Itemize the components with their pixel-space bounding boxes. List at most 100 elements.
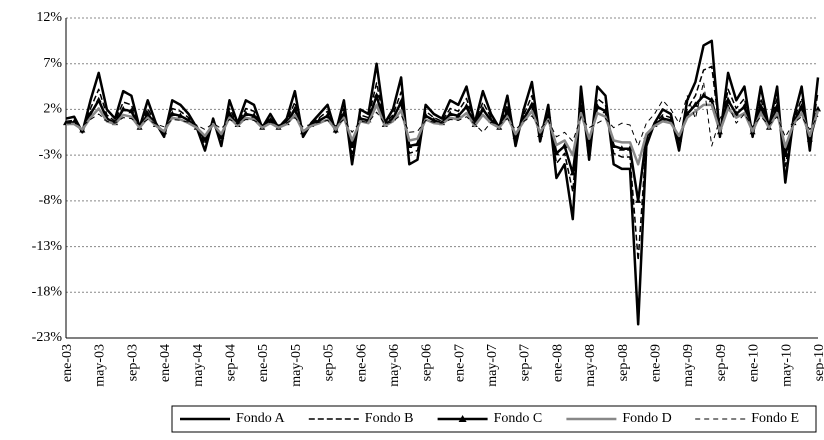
- legend-label: Fondo C: [494, 411, 543, 426]
- series-marker: [349, 142, 356, 148]
- series-line: [66, 81, 819, 147]
- series-marker: [545, 112, 552, 118]
- series-marker: [455, 112, 462, 118]
- y-tick-label: 2%: [43, 102, 62, 117]
- series-marker: [774, 103, 781, 109]
- series-marker: [218, 133, 225, 139]
- legend-label: Fondo A: [236, 411, 286, 426]
- series-marker: [447, 110, 454, 116]
- series-marker: [169, 110, 176, 116]
- series-marker: [144, 110, 151, 116]
- series-marker: [594, 103, 601, 109]
- series-marker: [398, 98, 405, 105]
- y-tick-label: -23%: [32, 330, 63, 345]
- series-marker: [504, 107, 511, 114]
- y-tick-label: -8%: [39, 193, 63, 208]
- x-tick-label: ene-10: [747, 344, 762, 382]
- legend-marker: [458, 415, 467, 422]
- series-marker: [267, 116, 274, 123]
- series-marker: [537, 131, 544, 138]
- x-tick-label: sep-08: [616, 344, 631, 381]
- x-tick-label: sep-07: [518, 344, 533, 381]
- series-marker: [577, 103, 584, 109]
- series-marker: [725, 96, 732, 103]
- legend-label: Fondo E: [751, 411, 799, 426]
- x-tick-label: sep-04: [223, 344, 238, 381]
- series-marker: [659, 115, 666, 121]
- series-marker: [741, 103, 748, 109]
- series-marker: [120, 105, 127, 112]
- series-marker: [251, 112, 257, 118]
- x-tick-label: may-10: [779, 344, 794, 387]
- series-marker: [479, 105, 486, 112]
- x-tick-label: may-04: [191, 344, 206, 387]
- series-marker: [340, 110, 347, 116]
- x-tick-label: ene-05: [256, 344, 271, 382]
- x-tick-label: sep-03: [125, 344, 140, 381]
- x-tick-label: may-05: [289, 344, 304, 387]
- x-tick-label: ene-07: [452, 344, 467, 382]
- x-tick-label: may-03: [93, 344, 108, 387]
- x-tick-label: ene-04: [158, 344, 173, 382]
- x-tick-label: may-06: [387, 344, 402, 387]
- series-marker: [676, 136, 683, 142]
- y-tick-label: 7%: [43, 56, 62, 71]
- series-marker: [561, 142, 568, 148]
- series-marker: [692, 101, 699, 107]
- series-marker: [177, 112, 184, 118]
- x-tick-label: may-07: [485, 344, 500, 387]
- y-tick-label: -18%: [32, 285, 63, 300]
- x-tick-label: ene-08: [550, 344, 565, 382]
- x-tick-label: sep-06: [420, 344, 435, 381]
- x-tick-label: ene-06: [354, 344, 369, 382]
- x-tick-label: sep-10: [812, 344, 824, 381]
- series-marker: [635, 197, 642, 203]
- series-marker: [242, 110, 249, 116]
- series-marker: [185, 116, 192, 123]
- y-tick-label: 12%: [36, 10, 62, 25]
- series-marker: [815, 105, 821, 112]
- series-marker: [324, 112, 331, 118]
- series-marker: [406, 142, 413, 148]
- series-marker: [569, 169, 576, 176]
- series-marker: [798, 103, 805, 109]
- series-marker: [684, 110, 691, 116]
- series-marker: [128, 107, 135, 114]
- series-marker: [782, 151, 789, 158]
- x-tick-label: ene-03: [60, 344, 75, 382]
- series-marker: [373, 92, 380, 98]
- series-marker: [618, 145, 625, 151]
- series-line: [65, 39, 820, 326]
- legend-label: Fondo D: [622, 411, 671, 426]
- series-line: [66, 103, 820, 166]
- series-marker: [430, 116, 437, 123]
- series-marker: [757, 103, 764, 109]
- y-tick-label: -13%: [32, 239, 63, 254]
- x-tick-label: sep-05: [322, 344, 337, 381]
- series-marker: [226, 110, 233, 116]
- series-marker: [463, 103, 470, 109]
- x-tick-label: ene-09: [649, 344, 664, 382]
- series-marker: [512, 133, 519, 139]
- series-marker: [95, 96, 102, 103]
- series-marker: [210, 119, 217, 126]
- series-marker: [667, 116, 674, 123]
- series-marker: [201, 136, 208, 142]
- series-marker: [414, 140, 421, 147]
- series-marker: [291, 105, 298, 112]
- series-marker: [553, 149, 560, 156]
- series-marker: [602, 107, 609, 114]
- series-marker: [422, 112, 429, 118]
- x-tick-label: may-09: [681, 344, 696, 387]
- series-marker: [586, 140, 593, 147]
- series-marker: [528, 101, 535, 107]
- x-tick-label: sep-09: [714, 344, 729, 381]
- series-marker: [708, 96, 715, 103]
- series-marker: [316, 116, 323, 123]
- series-marker: [357, 115, 364, 121]
- series-marker: [806, 136, 813, 142]
- legend-label: Fondo B: [365, 411, 414, 426]
- x-tick-label: may-08: [583, 344, 598, 387]
- y-tick-label: -3%: [39, 147, 63, 162]
